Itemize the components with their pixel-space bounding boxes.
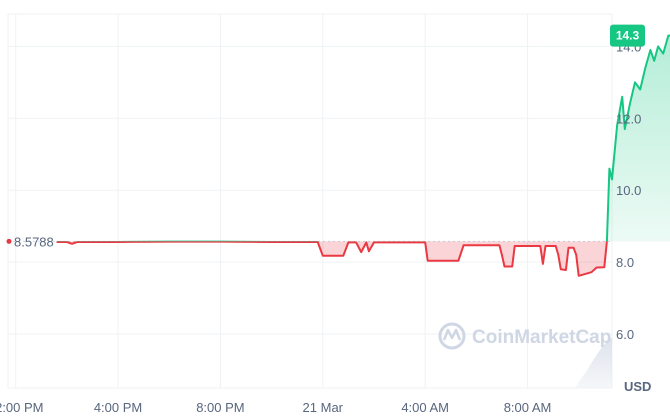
y-tick-label: 12.0 [616,111,641,126]
last-price-label: 14.3 [616,29,640,43]
y-tick-label: 10.0 [616,183,641,198]
y-axis: 6.08.010.012.014.0 [616,39,641,342]
x-tick-label: 4:00 AM [401,400,449,415]
price-line-up [56,34,670,242]
y-tick-label: 6.0 [616,327,634,342]
volume-area [575,338,612,388]
grid [7,13,613,388]
y-unit-label: USD [624,379,651,394]
last-price-badge: 14.3 [610,24,645,47]
reference-label: 8.5788 [6,234,54,249]
price-line-down [56,241,608,277]
x-tick-label: 8:00 PM [196,400,244,415]
reference-value-label: 8.5788 [14,234,54,249]
last-price-badge-bg [610,24,645,47]
y-tick-label: 8.0 [616,255,634,270]
coinmarketcap-logo-icon [438,322,466,350]
x-tick-label: 12:00 PM [0,400,44,415]
area-below-reference [56,241,607,276]
x-tick-label: 8:00 AM [504,400,552,415]
x-tick-label: 21 Mar [303,400,344,415]
x-tick-label: 4:00 PM [94,400,142,415]
area-above-reference [56,35,670,242]
watermark: CoinMarketCap [438,322,611,350]
reference-dot [6,238,12,244]
watermark-text: CoinMarketCap [472,327,611,348]
x-axis: 12:00 PM 4:00 PM 8:00 PM 21 Mar 4:00 AM 8:00 … [0,400,551,415]
coinmarketcap-logo-wave [442,328,462,341]
